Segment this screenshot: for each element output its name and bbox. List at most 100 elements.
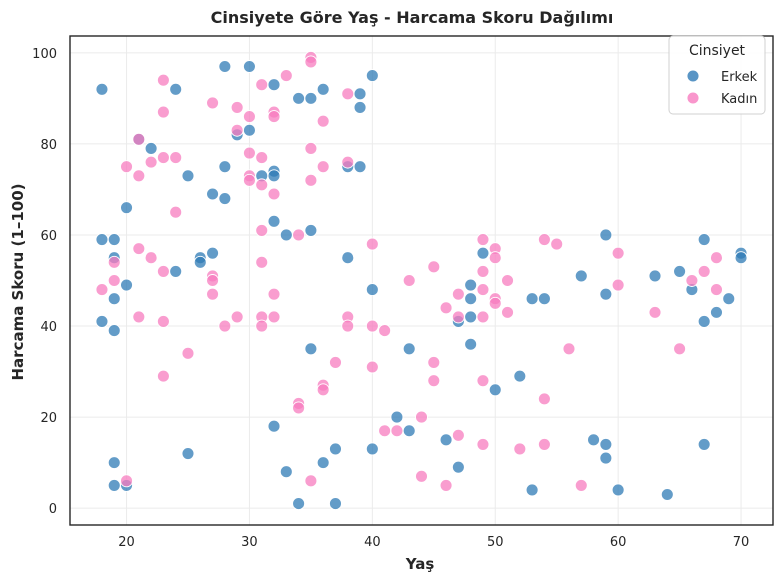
data-point-erkek xyxy=(525,292,539,306)
data-point-kadin xyxy=(267,287,281,301)
data-point-erkek xyxy=(451,460,465,474)
data-point-erkek xyxy=(242,123,256,137)
data-point-kadin xyxy=(476,264,490,278)
data-point-erkek xyxy=(169,82,183,96)
data-point-erkek xyxy=(95,315,109,328)
y-tick-label: 40 xyxy=(40,320,57,335)
data-point-kadin xyxy=(242,173,256,187)
data-point-kadin xyxy=(120,474,133,488)
data-point-erkek xyxy=(660,488,674,501)
data-point-kadin xyxy=(230,310,244,324)
data-point-kadin xyxy=(230,123,244,137)
data-point-erkek xyxy=(599,437,613,451)
data-point-kadin xyxy=(132,169,146,183)
data-point-kadin xyxy=(107,255,121,269)
data-point-erkek xyxy=(476,246,490,260)
data-point-erkek xyxy=(218,60,232,73)
data-point-erkek xyxy=(710,305,723,319)
data-point-erkek xyxy=(464,310,478,324)
data-point-kadin xyxy=(574,478,588,492)
data-point-kadin xyxy=(255,319,269,333)
data-point-kadin xyxy=(427,374,441,388)
data-point-kadin xyxy=(144,155,158,169)
data-point-kadin xyxy=(304,55,318,69)
x-tick-label: 20 xyxy=(118,535,135,550)
data-point-kadin xyxy=(488,251,502,265)
y-tick-labels: 0 20 40 60 80 100 xyxy=(32,47,57,517)
data-point-kadin xyxy=(562,342,576,356)
data-point-erkek xyxy=(365,69,379,83)
data-point-erkek xyxy=(611,483,625,497)
data-point-kadin xyxy=(255,78,269,92)
data-point-kadin xyxy=(427,260,441,274)
data-point-kadin xyxy=(329,356,342,369)
data-point-erkek xyxy=(648,269,662,283)
data-point-kadin xyxy=(132,132,146,146)
data-point-erkek xyxy=(734,251,748,265)
data-point-erkek xyxy=(390,410,404,424)
data-point-kadin xyxy=(218,319,232,333)
data-point-kadin xyxy=(132,310,146,324)
data-point-kadin xyxy=(156,369,170,383)
data-point-kadin xyxy=(144,251,158,265)
data-point-erkek xyxy=(341,251,355,265)
data-point-kadin xyxy=(365,360,379,374)
data-point-kadin xyxy=(697,264,711,278)
data-point-kadin xyxy=(402,274,416,287)
y-tick-label: 100 xyxy=(32,47,57,62)
data-point-erkek xyxy=(169,264,183,278)
data-point-kadin xyxy=(415,469,428,483)
y-tick-label: 60 xyxy=(40,229,57,244)
data-point-kadin xyxy=(439,301,453,315)
data-point-kadin xyxy=(365,319,379,333)
data-point-kadin xyxy=(206,287,220,301)
data-point-erkek xyxy=(316,82,330,96)
data-point-kadin xyxy=(120,160,133,174)
x-tick-label: 70 xyxy=(733,535,750,550)
data-point-erkek xyxy=(464,292,478,306)
data-point-kadin xyxy=(341,87,355,101)
data-point-kadin xyxy=(255,223,269,237)
data-point-kadin xyxy=(476,233,490,246)
legend: Cinsiyet Erkek Kadın xyxy=(668,35,766,115)
data-point-erkek xyxy=(402,424,416,438)
y-axis-label: Harcama Skoru (1–100) xyxy=(9,184,27,381)
data-point-erkek xyxy=(439,433,453,447)
data-point-erkek xyxy=(267,78,281,92)
data-point-kadin xyxy=(279,69,293,83)
data-point-kadin xyxy=(476,374,490,388)
data-point-kadin xyxy=(304,142,318,155)
data-point-erkek xyxy=(279,228,293,242)
data-point-erkek xyxy=(120,201,133,215)
data-point-erkek xyxy=(206,246,220,260)
data-point-kadin xyxy=(427,356,441,369)
data-point-erkek xyxy=(107,233,121,246)
data-point-erkek xyxy=(599,228,613,242)
data-point-erkek xyxy=(107,324,121,338)
data-point-erkek xyxy=(402,342,416,356)
legend-label: Kadın xyxy=(721,92,757,107)
x-tick-label: 50 xyxy=(487,535,504,550)
data-point-kadin xyxy=(365,237,379,251)
data-point-kadin xyxy=(390,424,404,438)
data-point-erkek xyxy=(193,255,207,269)
data-point-erkek xyxy=(267,169,281,183)
data-point-erkek xyxy=(304,223,318,237)
data-point-erkek xyxy=(525,483,539,497)
chart-title: Cinsiyete Göre Yaş - Harcama Skoru Dağıl… xyxy=(211,8,614,27)
data-point-kadin xyxy=(156,151,170,165)
data-point-erkek xyxy=(242,60,256,73)
data-point-erkek xyxy=(120,278,133,292)
data-point-erkek xyxy=(144,142,158,155)
data-point-kadin xyxy=(648,305,662,319)
data-point-kadin xyxy=(206,274,220,287)
data-point-erkek xyxy=(353,160,367,174)
data-point-erkek xyxy=(107,478,121,492)
data-point-kadin xyxy=(710,251,723,265)
data-point-kadin xyxy=(476,437,490,451)
data-point-erkek xyxy=(697,315,711,328)
data-point-kadin xyxy=(451,287,465,301)
data-point-erkek xyxy=(95,82,109,96)
data-point-kadin xyxy=(537,437,551,451)
data-point-erkek xyxy=(599,451,613,465)
